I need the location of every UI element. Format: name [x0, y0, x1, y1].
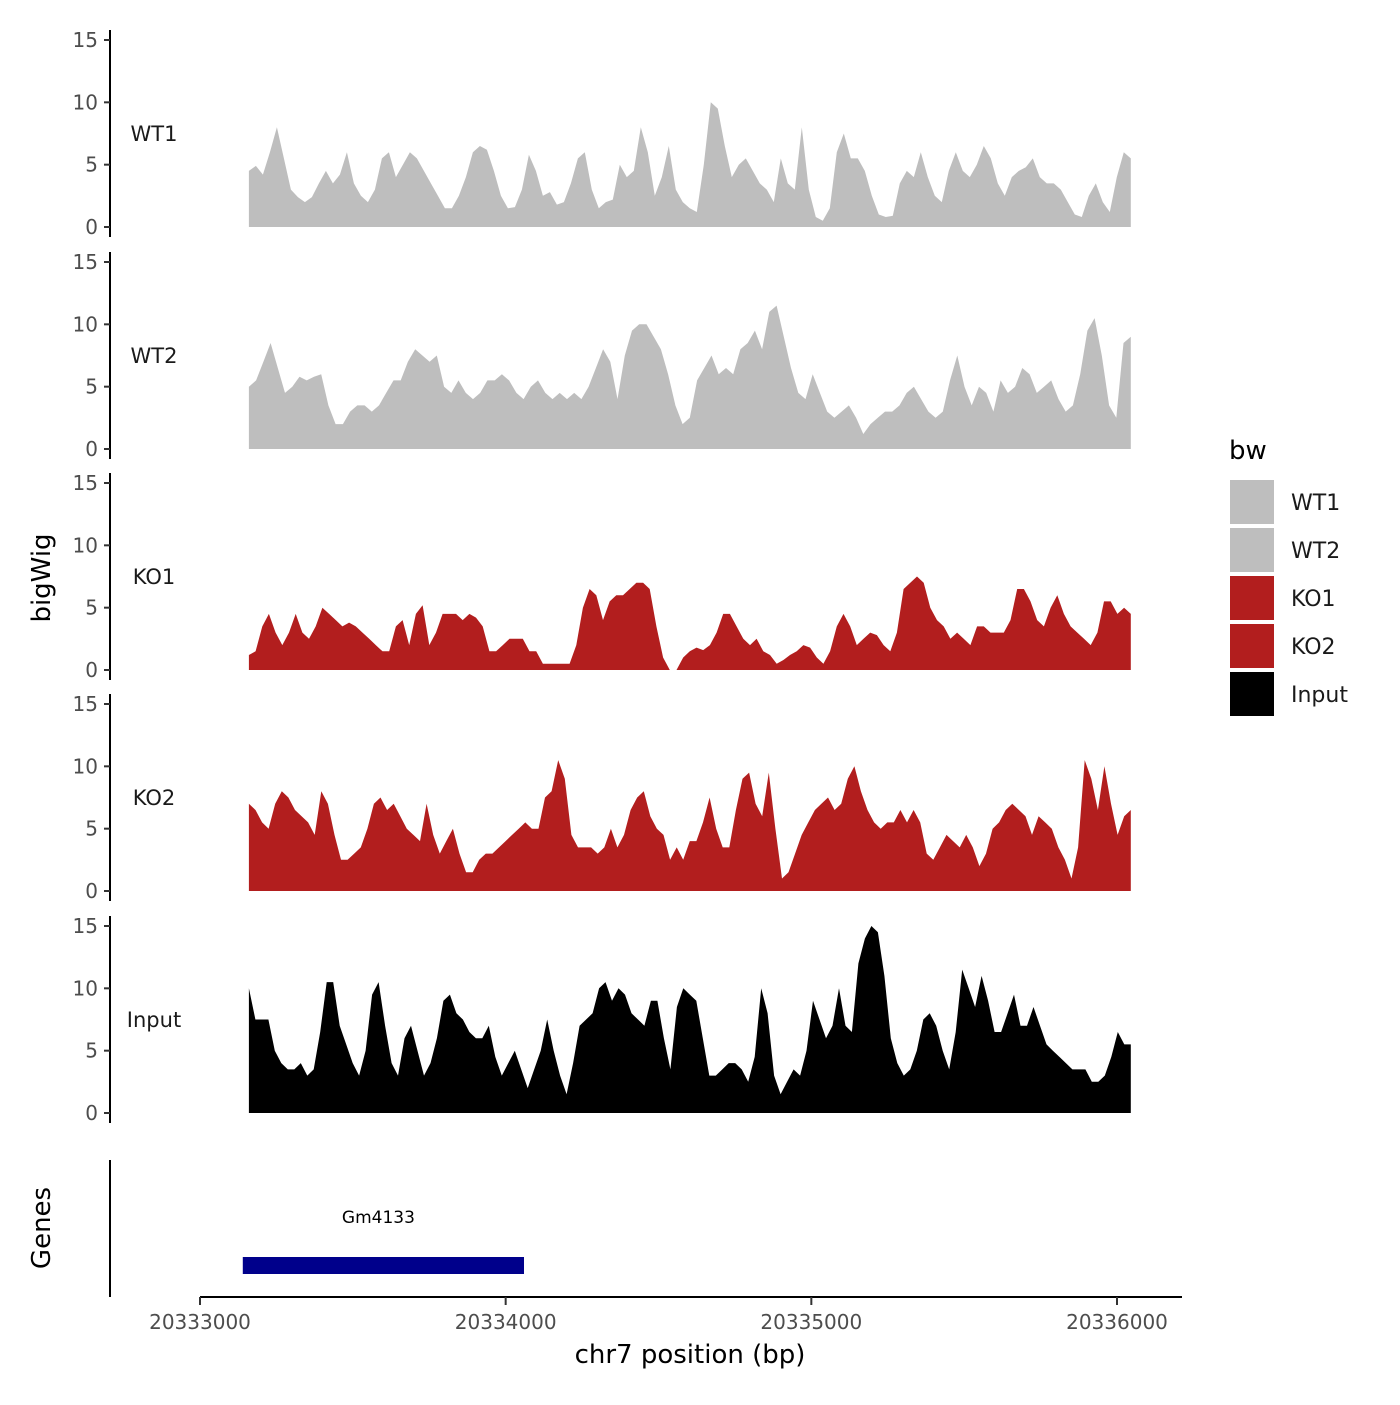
- y-tick-label: 5: [85, 153, 98, 177]
- gene-label: Gm4133: [342, 1208, 415, 1228]
- y-tick-label: 10: [73, 533, 98, 557]
- area-input: [248, 926, 1131, 1113]
- legend-label-ko2: KO2: [1291, 635, 1336, 660]
- y-tick-label: 15: [73, 471, 98, 495]
- y-axis-title: bigWig: [27, 533, 57, 622]
- track-label-wt2: WT2: [131, 344, 178, 368]
- y-tick-label: 15: [73, 250, 98, 274]
- legend-label-wt1: WT1: [1291, 491, 1340, 516]
- y-tick-label: 15: [73, 28, 98, 52]
- y-tick-label: 15: [73, 914, 98, 938]
- y-tick-label: 10: [73, 754, 98, 778]
- y-tick-label: 0: [85, 658, 98, 682]
- y-tick-label: 0: [85, 215, 98, 239]
- legend-key-input: [1230, 672, 1274, 716]
- gene-bar: [242, 1257, 525, 1274]
- y-tick-label: 5: [85, 596, 98, 620]
- x-axis: 20333000 20334000 20335000 20336000: [149, 1296, 1182, 1334]
- area-wt1: [248, 102, 1131, 227]
- track-label-input: Input: [127, 1008, 181, 1032]
- y-tick-label: 0: [85, 1101, 98, 1125]
- track-label-wt1: WT1: [131, 122, 178, 146]
- legend-key-ko1: [1230, 576, 1274, 620]
- legend: bw WT1 WT2 KO1 KO2 Input: [1229, 436, 1348, 716]
- area-wt2: [248, 305, 1131, 449]
- area-ko2: [248, 760, 1131, 891]
- legend-label-ko1: KO1: [1291, 587, 1336, 612]
- x-tick-label: 20333000: [149, 1310, 251, 1334]
- genes-axis-title: Genes: [27, 1187, 57, 1269]
- legend-title: bw: [1229, 436, 1267, 466]
- y-tick-label: 5: [85, 817, 98, 841]
- y-tick-label: 10: [73, 90, 98, 114]
- legend-label-wt2: WT2: [1291, 539, 1340, 564]
- legend-label-input: Input: [1291, 683, 1348, 708]
- x-tick-label: 20335000: [760, 1310, 862, 1334]
- legend-key-wt2: [1230, 528, 1274, 572]
- y-tick-label: 0: [85, 879, 98, 903]
- y-tick-label: 15: [73, 692, 98, 716]
- y-axes: 0 5 10 15 0 5 10 15 0 5 10 15 0 5 10 15 0 5 10 15: [73, 28, 111, 1125]
- legend-key-ko2: [1230, 624, 1274, 668]
- y-tick-label: 0: [85, 437, 98, 461]
- y-tick-label: 5: [85, 1039, 98, 1063]
- track-label-ko2: KO2: [133, 786, 176, 810]
- y-tick-label: 10: [73, 312, 98, 336]
- signal-tracks: WT1 WT2 KO1 KO2 Input: [127, 102, 1131, 1113]
- legend-key-wt1: [1230, 480, 1274, 524]
- x-axis-title: chr7 position (bp): [575, 1340, 806, 1370]
- area-ko1: [248, 576, 1131, 670]
- genes-panel: Genes Gm4133: [27, 1160, 525, 1297]
- x-tick-label: 20336000: [1066, 1310, 1168, 1334]
- y-tick-label: 5: [85, 375, 98, 399]
- y-tick-label: 10: [73, 976, 98, 1000]
- x-tick-label: 20334000: [455, 1310, 557, 1334]
- track-label-ko1: KO1: [133, 565, 176, 589]
